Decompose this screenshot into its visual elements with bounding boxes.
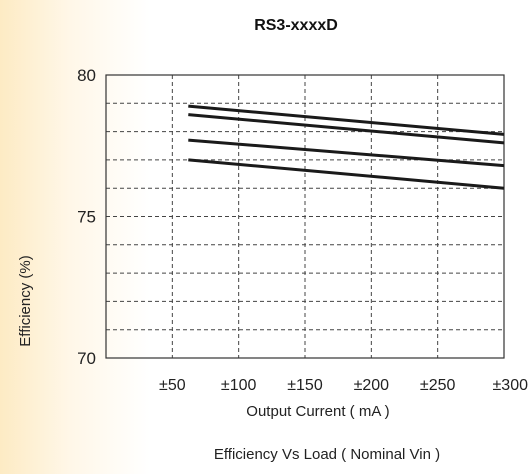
x-tick-label: ±300 [493, 377, 529, 394]
y-tick-label: 80 [77, 66, 96, 85]
y-tick-label: 70 [77, 349, 96, 368]
series-line-1 [188, 104, 505, 136]
y-axis-label: Efficiency (%) [17, 255, 34, 346]
series-line-4 [188, 158, 505, 190]
x-tick-label: ±150 [287, 377, 323, 394]
x-axis-label: Output Current ( mA ) [246, 403, 389, 420]
y-tick-labels: 80 75 70 [77, 66, 96, 368]
y-tick-label: 75 [77, 208, 96, 227]
x-tick-label: ±100 [221, 377, 257, 394]
series-line-3 [188, 138, 505, 168]
plot-frame [105, 74, 505, 359]
series-line-2 [188, 113, 505, 145]
series-group [188, 104, 505, 190]
chart-caption: Efficiency Vs Load ( Nominal Vin ) [214, 446, 440, 463]
x-tick-labels: ±50 ±100 ±150 ±200 ±250 ±300 [159, 377, 528, 394]
x-tick-label: ±200 [354, 377, 390, 394]
x-tick-label: ±50 [159, 377, 186, 394]
chart-title: RS3-xxxxD [254, 17, 338, 34]
x-tick-label: ±250 [420, 377, 456, 394]
